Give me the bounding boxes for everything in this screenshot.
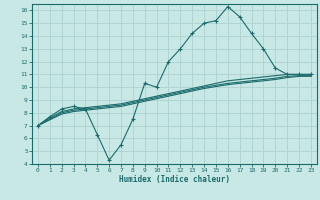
X-axis label: Humidex (Indice chaleur): Humidex (Indice chaleur) <box>119 175 230 184</box>
